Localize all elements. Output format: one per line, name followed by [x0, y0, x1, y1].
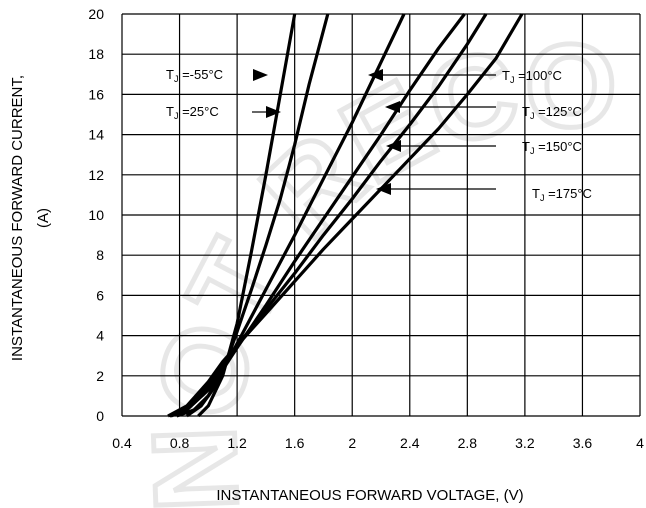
label-arrowhead: [253, 69, 268, 81]
series-label: TJ =125°C: [522, 104, 582, 121]
y-axis-title-line1: INSTANTANEOUS FORWARD CURRENT,: [9, 75, 26, 361]
x-tick-label: 3.2: [515, 435, 535, 451]
series-line: [168, 13, 488, 418]
x-tick-label: 2.8: [458, 435, 478, 451]
x-tick-label: 2: [348, 435, 356, 451]
y-tick-label: 6: [96, 287, 104, 303]
y-tick-label: 20: [88, 6, 104, 22]
x-axis-title: INSTANTANEOUS FORWARD VOLTAGE, (V): [216, 487, 523, 504]
y-tick-label: 4: [96, 328, 104, 344]
y-tick-label: 2: [96, 368, 104, 384]
label-arrowhead: [376, 183, 391, 195]
label-arrowhead: [368, 69, 383, 81]
series-label: TJ =175°C: [532, 186, 592, 203]
series-label: TJ =-55°C: [166, 67, 223, 84]
series-curves: [167, 13, 524, 418]
series-line: [197, 13, 297, 418]
series-label: TJ =25°C: [166, 104, 219, 121]
label-arrowhead: [386, 140, 401, 152]
y-tick-label: 0: [96, 408, 104, 424]
y-tick-labels: 0 2 4 6 8 10 12 14 16 18 20: [88, 6, 104, 424]
series-labels: TJ =-55°C TJ =25°C TJ =100°C TJ =125°C TJ =1…: [166, 67, 592, 203]
series-line: [176, 13, 406, 418]
x-tick-label: 1.6: [285, 435, 305, 451]
x-tick-label: 3.6: [573, 435, 593, 451]
x-tick-label: 4: [636, 435, 644, 451]
y-tick-label: 16: [88, 86, 104, 102]
x-tick-label: 0.4: [112, 435, 132, 451]
label-arrowhead: [385, 101, 400, 113]
x-tick-labels: 0.4 0.8 1.2 1.6 2 2.4 2.8 3.2 3.6 4: [112, 435, 644, 451]
y-tick-label: 8: [96, 247, 104, 263]
series-line: [167, 13, 524, 418]
x-tick-label: 0.8: [170, 435, 190, 451]
y-tick-label: 12: [88, 167, 104, 183]
series-label: TJ =100°C: [502, 68, 562, 85]
y-tick-label: 10: [88, 207, 104, 223]
y-tick-label: 14: [88, 127, 104, 143]
x-tick-label: 2.4: [400, 435, 420, 451]
y-tick-label: 18: [88, 46, 104, 62]
series-label: TJ =150°C: [522, 139, 582, 156]
y-axis-title-line2: (A): [35, 208, 52, 228]
y-axis-title: INSTANTANEOUS FORWARD CURRENT, (A): [9, 75, 52, 361]
label-arrowhead: [266, 106, 281, 118]
x-tick-label: 1.2: [227, 435, 247, 451]
series-line: [170, 13, 466, 418]
